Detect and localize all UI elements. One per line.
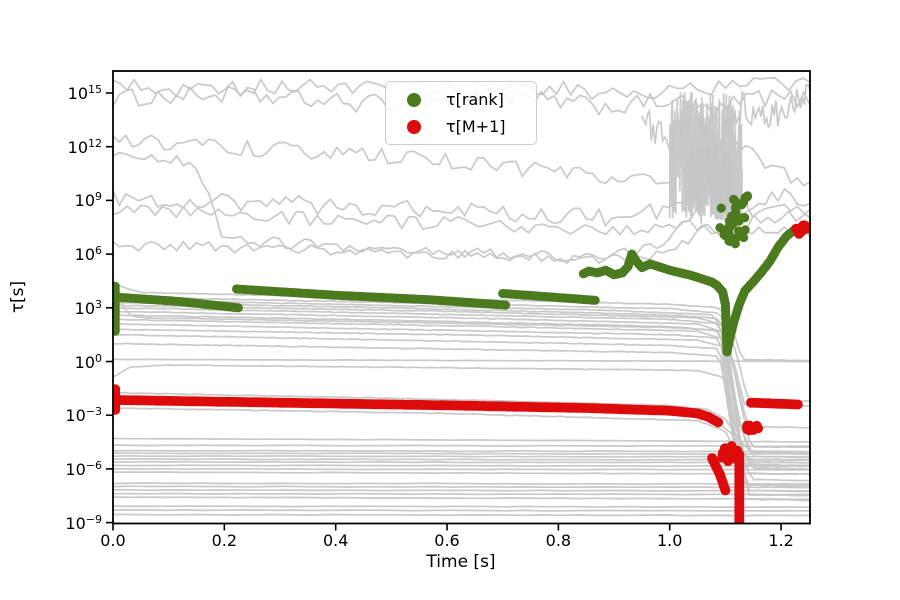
gray-trajectory <box>113 204 810 236</box>
data-point <box>716 203 726 213</box>
data-point <box>730 196 740 206</box>
gray-trajectory <box>113 284 810 497</box>
legend-item: τ[rank] <box>386 90 536 109</box>
gray-trajectory <box>113 318 810 470</box>
data-point <box>233 303 243 313</box>
data-point <box>113 404 121 415</box>
data-point <box>734 226 744 236</box>
legend-label: τ[M+1] <box>446 117 506 136</box>
gray-trajectory <box>113 364 810 502</box>
gray-trajectory <box>113 358 810 363</box>
gray-trajectory <box>113 458 810 461</box>
gray-trajectory <box>113 298 810 408</box>
x-tick-label: 0.4 <box>322 531 349 550</box>
gray-trajectory <box>113 333 810 487</box>
legend-label: τ[rank] <box>446 90 504 109</box>
data-point <box>753 423 763 434</box>
gray-trajectory <box>113 488 810 492</box>
x-tick-label: 0.8 <box>545 531 572 550</box>
gray-trajectory <box>113 342 810 493</box>
gray-trajectory <box>113 455 810 458</box>
background-lines <box>113 77 810 517</box>
gray-trajectory <box>113 464 810 468</box>
data-point <box>713 417 724 428</box>
x-tick-label: 0.2 <box>211 531 238 550</box>
data-point <box>715 223 725 233</box>
y-tick-label: 103 <box>74 297 102 318</box>
gray-trajectory <box>113 407 810 467</box>
gray-trajectory <box>113 513 810 517</box>
gray-trajectory <box>113 322 810 476</box>
data-point <box>727 444 737 455</box>
gray-trajectory <box>113 437 810 443</box>
data-point <box>744 425 755 436</box>
y-tick-label: 106 <box>74 243 102 265</box>
data-point <box>734 519 745 524</box>
y-tick-label: 1015 <box>67 82 102 104</box>
data-point <box>731 454 742 465</box>
gray-trajectory <box>113 496 810 501</box>
gray-trajectory <box>113 460 810 464</box>
series-τ[M+1] <box>113 220 810 524</box>
legend: τ[rank] τ[M+1] <box>385 81 537 145</box>
gray-trajectory <box>685 142 732 224</box>
gray-trajectory <box>113 444 810 448</box>
data-point <box>590 295 600 305</box>
x-tick-label: 0.0 <box>100 531 126 550</box>
y-tick-label: 10−9 <box>65 512 102 533</box>
y-tick-label: 10−3 <box>65 405 102 426</box>
data-point <box>732 212 742 222</box>
series-τ[rank] <box>113 191 798 357</box>
gray-trajectory <box>113 482 810 486</box>
x-tick-label: 0.6 <box>434 531 460 550</box>
data-point <box>723 454 734 464</box>
x-tick-label: 1.0 <box>656 531 683 550</box>
data-point <box>724 236 734 246</box>
gray-trajectory <box>113 452 810 456</box>
data-point <box>720 485 731 496</box>
y-tick-label: 10−6 <box>65 458 102 480</box>
data-point <box>113 326 120 336</box>
data-point <box>742 192 752 202</box>
data-point <box>500 300 511 310</box>
gray-trajectory <box>113 508 810 512</box>
x-tick-label: 1.2 <box>768 531 794 550</box>
legend-marker-icon <box>407 119 421 134</box>
gray-trajectory <box>113 310 810 459</box>
y-tick-label: 109 <box>74 190 102 211</box>
data-point <box>723 223 733 233</box>
axes-spines <box>112 70 811 525</box>
gray-trajectory <box>113 505 810 509</box>
gray-trajectory <box>113 492 810 496</box>
y-tick-label: 1012 <box>67 136 102 157</box>
x-axis-label: Time [s] <box>426 552 496 572</box>
y-axis-label: τ[s] <box>8 280 28 314</box>
gray-trajectory <box>113 471 810 475</box>
gray-trajectory <box>113 467 810 471</box>
legend-marker-icon <box>407 92 421 107</box>
gray-trajectory <box>113 328 810 482</box>
gray-trajectory <box>113 449 810 453</box>
data-point <box>739 232 749 243</box>
gray-trajectory <box>113 179 810 265</box>
data-point <box>791 223 802 234</box>
data-point <box>792 399 803 410</box>
legend-item: τ[M+1] <box>386 117 536 136</box>
y-tick-label: 100 <box>74 351 102 372</box>
gray-trajectory <box>113 485 810 489</box>
